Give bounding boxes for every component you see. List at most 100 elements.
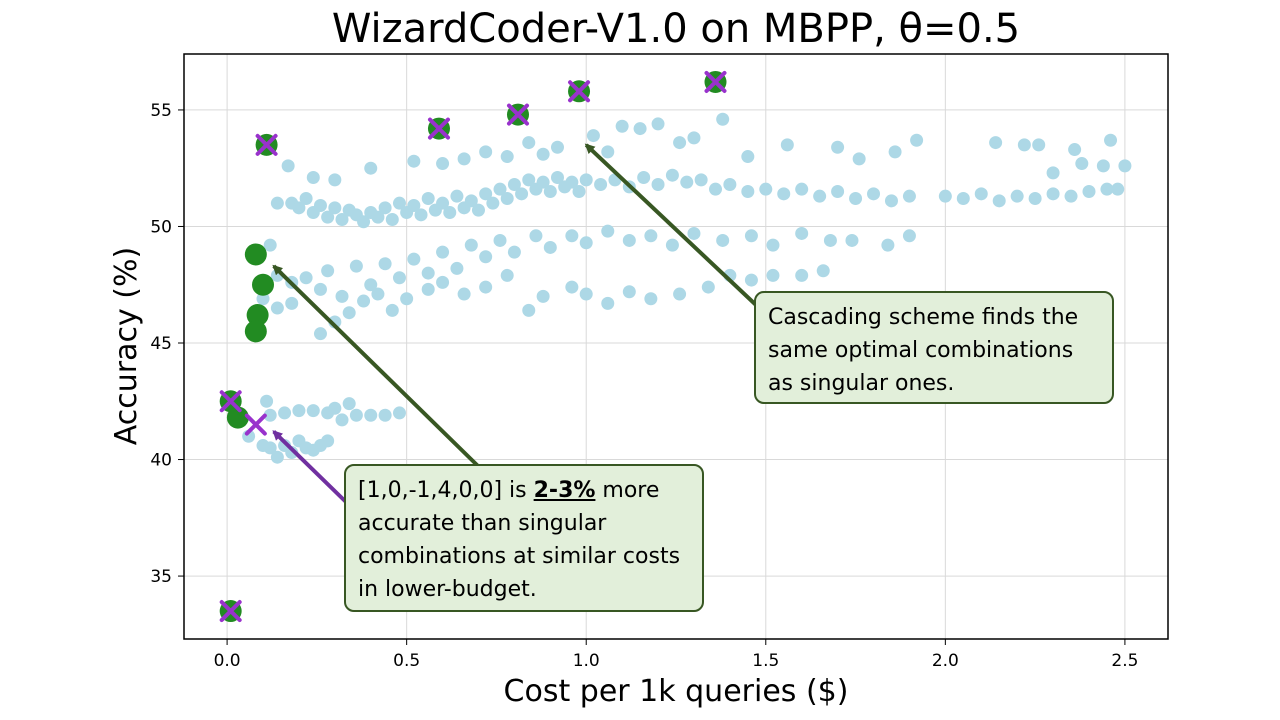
data-point: [938, 189, 952, 203]
data-point: [493, 233, 507, 247]
data-point: [536, 175, 550, 189]
data-point-x-mark: [506, 103, 529, 126]
data-point: [586, 129, 600, 143]
data-point: [565, 229, 579, 243]
data-point: [407, 154, 421, 168]
data-point: [493, 182, 507, 196]
data-point: [741, 150, 755, 164]
data-point: [392, 196, 406, 210]
data-point: [536, 289, 550, 303]
data-point: [536, 147, 550, 161]
arrow-to-purple-point: [272, 430, 348, 504]
data-point: [385, 212, 399, 226]
data-point: [992, 194, 1006, 208]
data-point-x-mark: [219, 600, 242, 623]
data-point: [1104, 133, 1118, 147]
data-point: [565, 280, 579, 294]
data-point: [378, 408, 392, 422]
callout-right-line-3: as singular ones.: [768, 371, 955, 396]
data-point: [328, 201, 342, 215]
data-point-green: [244, 320, 267, 343]
data-point: [321, 264, 335, 278]
callout-right-line-1: Cascading scheme finds the: [768, 305, 1079, 330]
data-point: [1082, 185, 1096, 199]
data-point: [622, 233, 636, 247]
data-point: [744, 273, 758, 287]
data-point: [464, 238, 478, 252]
data-point: [522, 173, 536, 187]
data-point: [867, 187, 881, 201]
data-point: [615, 119, 629, 133]
data-point: [716, 233, 730, 247]
y-tick-label: 50: [150, 217, 172, 237]
data-point: [507, 178, 521, 192]
data-point: [694, 173, 708, 187]
data-point: [910, 133, 924, 147]
callout-bottom-line-2: accurate than singular: [358, 511, 607, 536]
data-point: [673, 287, 687, 301]
data-point: [644, 229, 658, 243]
data-point: [436, 245, 450, 259]
data-point: [572, 185, 586, 199]
y-tick-label: 55: [150, 101, 172, 121]
callout-bottom-line-1-pre: [1,0,-1,4,0,0] is: [358, 478, 534, 503]
data-point: [378, 257, 392, 271]
data-point: [371, 210, 385, 224]
x-tick-label: 0.0: [214, 651, 241, 671]
chart-title: WizardCoder-V1.0 on MBPP, θ=0.5: [332, 6, 1020, 52]
data-point: [278, 406, 292, 420]
data-point: [665, 238, 679, 252]
data-point: [884, 194, 898, 208]
data-point: [421, 192, 435, 206]
data-point: [543, 240, 557, 254]
data-point: [357, 215, 371, 229]
data-point: [1032, 138, 1046, 152]
data-point: [766, 268, 780, 282]
data-point: [342, 306, 356, 320]
data-point: [450, 261, 464, 275]
x-tick-label: 0.5: [393, 651, 420, 671]
data-point: [313, 282, 327, 296]
data-point: [457, 152, 471, 166]
callout-lower-budget: [1,0,-1,4,0,0] is 2-3% more accurate tha…: [344, 464, 704, 612]
y-axis-ticks: 35 40 45 50 55: [150, 101, 184, 587]
data-point: [1111, 182, 1125, 196]
data-point: [565, 175, 579, 189]
callout-bottom-line-4: in lower-budget.: [358, 577, 537, 602]
data-point: [306, 404, 320, 418]
data-point: [349, 408, 363, 422]
data-point: [457, 287, 471, 301]
data-point: [601, 145, 615, 159]
data-point: [902, 189, 916, 203]
data-point: [421, 266, 435, 280]
data-point: [299, 192, 313, 206]
x-tick-label: 1.0: [573, 651, 600, 671]
data-point: [881, 238, 895, 252]
data-point: [349, 259, 363, 273]
data-point: [436, 275, 450, 289]
data-point: [479, 145, 493, 159]
data-point: [1068, 143, 1082, 157]
data-point: [342, 397, 356, 411]
data-point: [780, 138, 794, 152]
plot-frame: [183, 53, 1169, 640]
x-tick-label: 2.0: [932, 651, 959, 671]
data-point: [644, 292, 658, 306]
data-point: [407, 198, 421, 212]
data-point: [392, 406, 406, 420]
data-point: [335, 289, 349, 303]
data-point: [328, 401, 342, 415]
data-point: [400, 292, 414, 306]
data-point: [321, 434, 335, 448]
data-point: [1096, 159, 1110, 173]
data-point: [292, 201, 306, 215]
data-point: [471, 203, 485, 217]
data-point: [579, 287, 593, 301]
data-point: [845, 233, 859, 247]
data-point: [270, 196, 284, 210]
data-point: [852, 152, 866, 166]
data-point: [529, 229, 543, 243]
data-point: [450, 189, 464, 203]
data-point: [500, 150, 514, 164]
